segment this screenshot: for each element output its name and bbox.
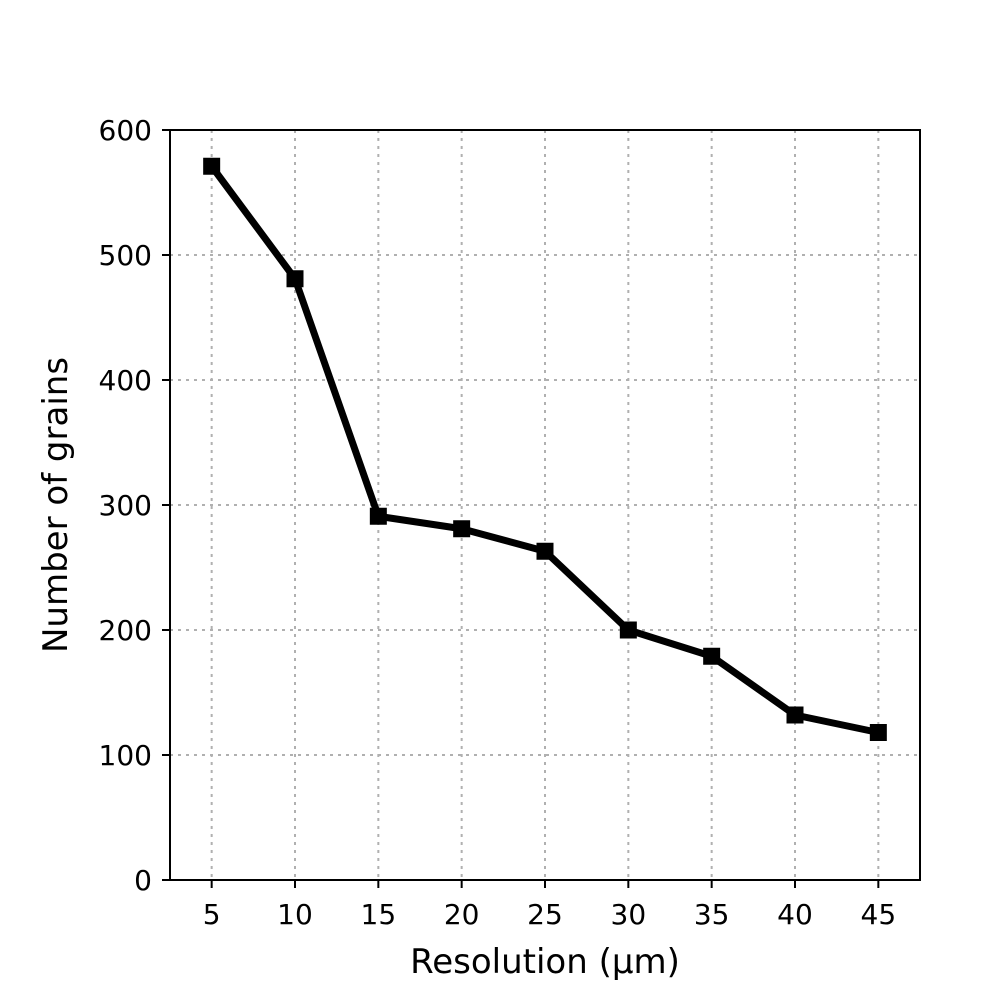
x-axis: 5 10 15 20 25 30 35 40 45 bbox=[203, 880, 896, 931]
x-tick-label: 25 bbox=[527, 898, 563, 931]
x-tick-label: 15 bbox=[361, 898, 397, 931]
data-point bbox=[619, 621, 637, 639]
x-tick-label: 30 bbox=[611, 898, 647, 931]
y-tick-label: 600 bbox=[99, 114, 152, 147]
y-tick-label: 100 bbox=[99, 739, 152, 772]
data-point bbox=[286, 270, 304, 288]
x-tick-label: 35 bbox=[694, 898, 730, 931]
x-tick-label: 10 bbox=[277, 898, 313, 931]
x-tick-label: 40 bbox=[777, 898, 813, 931]
data-point bbox=[869, 724, 887, 741]
y-tick-label: 300 bbox=[99, 489, 152, 522]
data-point bbox=[453, 520, 471, 538]
data-point bbox=[536, 542, 554, 560]
data-point bbox=[203, 157, 221, 175]
data-point bbox=[703, 647, 721, 665]
y-tick-label: 500 bbox=[99, 239, 152, 272]
data-point bbox=[369, 507, 387, 525]
data-point bbox=[786, 706, 804, 724]
y-tick-label: 400 bbox=[99, 364, 152, 397]
grid bbox=[170, 129, 920, 881]
x-tick-label: 5 bbox=[203, 898, 221, 931]
series bbox=[203, 157, 887, 741]
x-axis-title: Resolution (μm) bbox=[410, 942, 680, 982]
y-axis-title: Number of grains bbox=[36, 357, 76, 653]
y-tick-label: 0 bbox=[134, 864, 152, 897]
x-tick-label: 45 bbox=[861, 898, 897, 931]
y-axis: 0 100 200 300 400 500 600 bbox=[99, 114, 170, 897]
x-tick-label: 20 bbox=[444, 898, 480, 931]
y-tick-label: 200 bbox=[99, 614, 152, 647]
